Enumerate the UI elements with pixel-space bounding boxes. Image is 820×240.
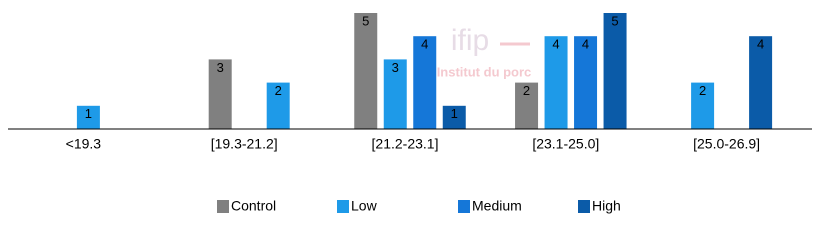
data-label: 2 xyxy=(699,83,706,98)
watermark-text: Institut du porc xyxy=(437,64,532,79)
bar xyxy=(603,13,627,129)
data-label: 4 xyxy=(757,37,764,52)
legend-swatch xyxy=(337,200,349,213)
bar xyxy=(574,36,598,130)
bar xyxy=(383,59,407,129)
bar xyxy=(413,36,437,130)
data-label: 2 xyxy=(523,83,530,98)
data-label: 4 xyxy=(582,37,589,52)
x-tick-label: [21.2-23.1] xyxy=(372,136,439,152)
data-label: 1 xyxy=(85,106,92,121)
bar xyxy=(749,36,773,130)
x-tick-label: [19.3-21.2] xyxy=(211,136,278,152)
x-tick-label: [25.0-26.9] xyxy=(693,136,760,152)
watermark-logo: ifip xyxy=(451,24,489,57)
legend-swatch xyxy=(458,200,470,213)
bar xyxy=(442,105,466,129)
bar xyxy=(691,82,715,129)
legend-label: Medium xyxy=(472,198,522,214)
bar xyxy=(76,105,100,129)
data-label: 5 xyxy=(611,13,618,28)
data-label: 5 xyxy=(362,13,369,28)
legend-swatch xyxy=(217,200,229,213)
bar xyxy=(266,82,290,129)
data-label: 3 xyxy=(217,60,224,75)
chart: ifip Institut du porc 1 <19.3 3 2 [19.3-21.2… xyxy=(8,13,812,214)
bar xyxy=(544,36,568,130)
legend-swatch xyxy=(578,200,590,213)
bar xyxy=(515,82,539,129)
data-label: 3 xyxy=(392,60,399,75)
legend-label: Control xyxy=(231,198,276,214)
data-label: 4 xyxy=(421,37,428,52)
bar xyxy=(354,13,378,129)
bar xyxy=(208,59,232,129)
x-tick-label: [23.1-25.0] xyxy=(532,136,599,152)
legend-label: High xyxy=(592,198,621,214)
legend-label: Low xyxy=(351,198,378,214)
data-label: 2 xyxy=(275,83,282,98)
x-tick-label: <19.3 xyxy=(66,136,102,152)
data-label: 1 xyxy=(451,106,458,121)
data-label: 4 xyxy=(552,37,559,52)
